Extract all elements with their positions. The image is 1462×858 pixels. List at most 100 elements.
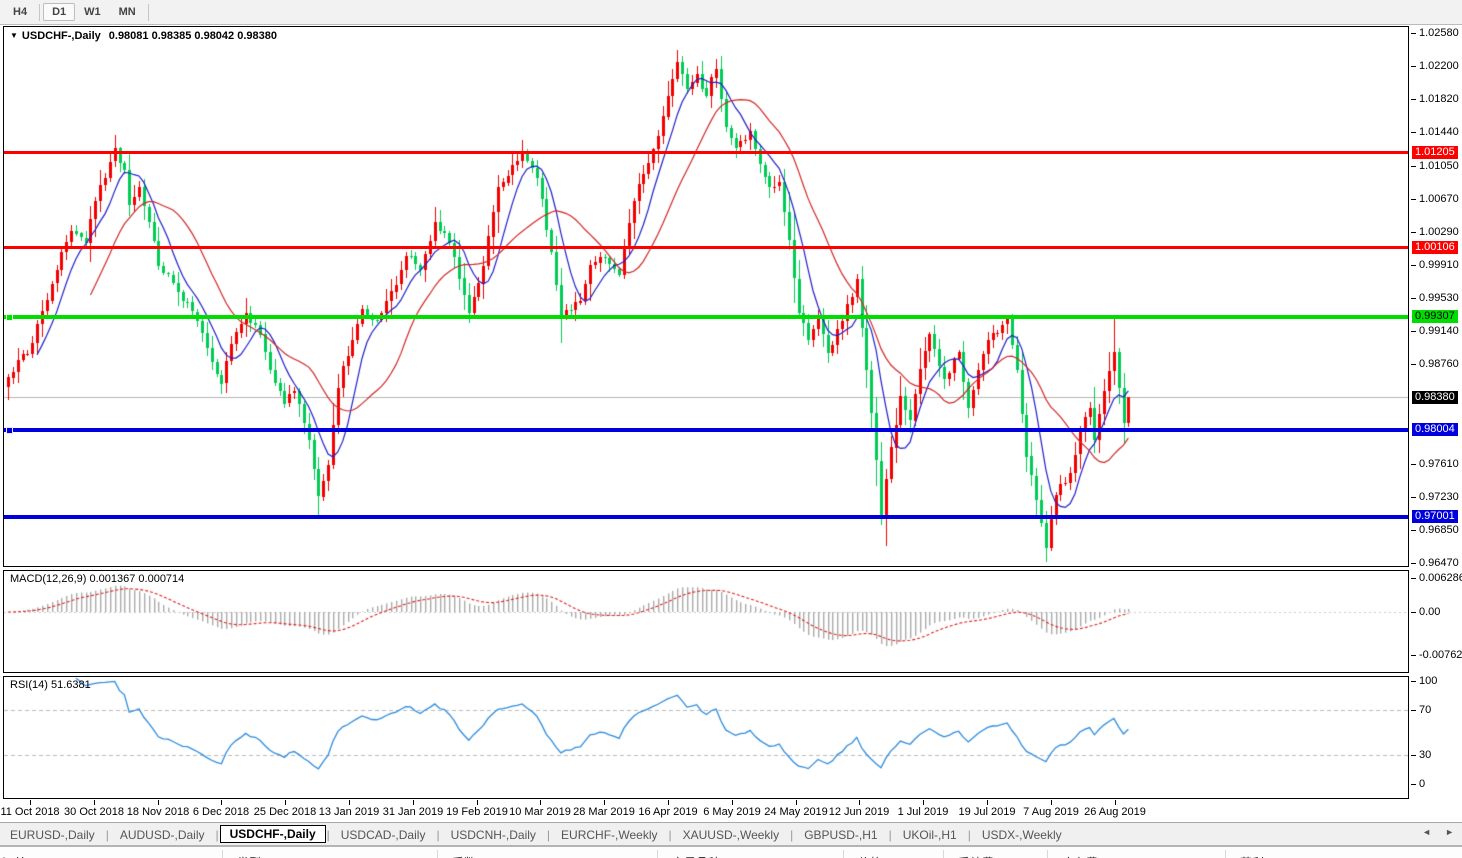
- price-level-line-1.00106[interactable]: [4, 246, 1408, 249]
- time-axis-label: 12 Jun 2019: [828, 806, 890, 818]
- axis-tick-label: 1.02580: [1419, 27, 1459, 39]
- time-axis-label: 13 Jan 2019: [318, 806, 380, 818]
- rsi-canvas[interactable]: [4, 677, 1408, 798]
- tab-usdchf-daily[interactable]: USDCHF-,Daily: [219, 825, 326, 843]
- time-axis-tick: [732, 800, 733, 805]
- time-axis-label: 1 Jul 2019: [897, 806, 949, 818]
- time-axis-label: 26 Aug 2019: [1084, 806, 1146, 818]
- time-axis-label: 18 Nov 2018: [126, 806, 190, 818]
- price-level-line-0.98004[interactable]: [4, 426, 1408, 434]
- time-axis-label: 10 Mar 2019: [509, 806, 571, 818]
- terminal-table-header: 订单 类型 手数 交易品种 价格 手续费 库存费 获利: [0, 845, 1462, 858]
- price-level-line-0.97001[interactable]: [4, 515, 1408, 519]
- tab-separator: |: [668, 827, 672, 842]
- chart-tabs-bar: EURUSD-,Daily | AUDUSD-,Daily | USDCHF-,Dail…: [0, 822, 1462, 846]
- tab-scroll-right-icon[interactable]: ►: [1445, 827, 1454, 837]
- tab-usdcad-daily[interactable]: USDCAD-,Daily: [340, 827, 426, 842]
- price-marker-chip-1.01205: 1.01205: [1412, 146, 1458, 159]
- macd-canvas[interactable]: [4, 571, 1408, 672]
- axis-tick: [1411, 578, 1416, 579]
- time-axis-tick: [859, 800, 860, 805]
- column-separator: [657, 850, 658, 858]
- time-axis-label: 11 Oct 2018: [0, 806, 60, 818]
- axis-tick: [1411, 563, 1416, 564]
- table-column-header: 手续费: [958, 854, 994, 858]
- price-marker-chip-0.98380: 0.98380: [1412, 391, 1458, 404]
- toolbar-separator: [147, 3, 149, 21]
- tab-separator: |: [790, 827, 794, 842]
- axis-tick: [1411, 784, 1416, 785]
- axis-tick-label: 1.01440: [1419, 126, 1459, 138]
- timeframe-button-w1[interactable]: W1: [84, 6, 101, 18]
- time-axis-tick: [668, 800, 669, 805]
- axis-tick: [1411, 99, 1416, 100]
- column-separator: [437, 850, 438, 858]
- time-axis-tick: [413, 800, 414, 805]
- chart-ohlc-values: 0.98081 0.98385 0.98042 0.98380: [108, 30, 277, 42]
- column-separator: [1225, 850, 1226, 858]
- tab-scroll-arrows: ◄ ►: [1422, 827, 1454, 837]
- axis-tick-label: 100: [1419, 675, 1438, 687]
- price-axis[interactable]: 1.02580 1.02200 1.01820 1.01440 1.01050 1.006…: [1410, 26, 1462, 800]
- time-axis-tick: [158, 800, 159, 805]
- tab-separator: |: [436, 827, 440, 842]
- tab-separator: |: [888, 827, 892, 842]
- chart-title: ▼ USDCHF-,Daily 0.98081 0.98385 0.98042 0.…: [10, 30, 277, 42]
- axis-tick: [1411, 710, 1416, 711]
- rsi-indicator-pane: RSI(14) 51.6381: [3, 676, 1409, 799]
- axis-tick: [1411, 331, 1416, 332]
- time-axis-label: 24 May 2019: [764, 806, 828, 818]
- price-marker-chip-1.00106: 1.00106: [1412, 241, 1458, 254]
- axis-tick: [1411, 166, 1416, 167]
- time-axis-label: 19 Feb 2019: [446, 806, 508, 818]
- tab-xauusd-weekly[interactable]: XAUUSD-,Weekly: [682, 827, 780, 842]
- tab-eurchf-weekly[interactable]: EURCHF-,Weekly: [561, 827, 658, 842]
- timeframe-button-h4[interactable]: H4: [13, 6, 28, 18]
- price-marker-chip-0.97001: 0.97001: [1412, 510, 1458, 523]
- tab-separator: |: [546, 827, 551, 842]
- time-axis-tick: [477, 800, 478, 805]
- time-axis[interactable]: 11 Oct 2018 30 Oct 2018 18 Nov 2018 6 Dec 2…: [0, 800, 1462, 821]
- price-level-line-0.99307[interactable]: [4, 313, 1408, 321]
- rsi-label: RSI(14) 51.6381: [10, 679, 91, 691]
- level-endpoint-marker[interactable]: [6, 426, 13, 434]
- tab-audusd-daily[interactable]: AUDUSD-,Daily: [119, 827, 205, 842]
- column-separator: [222, 850, 223, 858]
- time-axis-tick: [1051, 800, 1052, 805]
- tab-separator: |: [967, 827, 971, 842]
- axis-tick-label: 0.98760: [1419, 358, 1459, 370]
- time-axis-tick: [540, 800, 541, 805]
- axis-tick: [1411, 364, 1416, 365]
- axis-tick: [1411, 464, 1416, 465]
- axis-tick-label: 30: [1419, 749, 1432, 761]
- price-level-line-1.01205[interactable]: [4, 151, 1408, 154]
- timeframe-button-d1[interactable]: D1: [43, 3, 76, 21]
- axis-tick-label: 70: [1419, 704, 1432, 716]
- time-axis-tick: [221, 800, 222, 805]
- tab-usdcnh-daily[interactable]: USDCNH-,Daily: [450, 827, 536, 842]
- time-axis-label: 31 Jan 2019: [382, 806, 444, 818]
- price-chart-canvas[interactable]: [4, 27, 1408, 566]
- axis-tick: [1411, 655, 1416, 656]
- tab-ukoil-h1[interactable]: UKOil-,H1: [902, 827, 957, 842]
- tab-separator: |: [105, 827, 109, 842]
- time-axis-label: 30 Oct 2018: [64, 806, 124, 818]
- column-separator: [843, 850, 844, 858]
- tab-eurusd-daily[interactable]: EURUSD-,Daily: [10, 827, 95, 842]
- tab-gbpusd-h1[interactable]: GBPUSD-,H1: [804, 827, 878, 842]
- tab-usdx-weekly[interactable]: USDX-,Weekly: [981, 827, 1062, 842]
- price-marker-chip-0.98004: 0.98004: [1412, 423, 1458, 436]
- time-axis-tick: [349, 800, 350, 805]
- timeframe-toolbar: H4 D1 W1 MN: [0, 0, 1462, 25]
- collapse-arrow-icon[interactable]: ▼: [10, 31, 18, 40]
- axis-tick: [1411, 298, 1416, 299]
- time-axis-tick: [94, 800, 95, 805]
- time-axis-label: 19 Jul 2019: [958, 806, 1016, 818]
- axis-tick: [1411, 33, 1416, 34]
- tab-scroll-left-icon[interactable]: ◄: [1422, 827, 1432, 837]
- axis-tick: [1411, 66, 1416, 67]
- level-endpoint-marker[interactable]: [6, 313, 13, 321]
- timeframe-button-mn[interactable]: MN: [118, 6, 136, 18]
- axis-tick-label: 0.96470: [1419, 557, 1459, 569]
- time-axis-tick: [285, 800, 286, 805]
